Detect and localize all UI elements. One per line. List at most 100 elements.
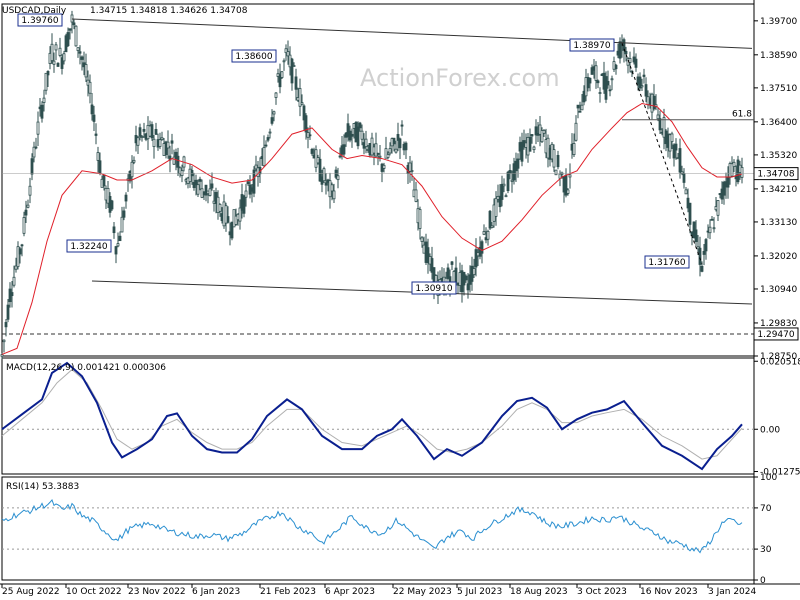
macd-y-tick-label: 0.020518 — [760, 357, 800, 367]
candle — [96, 146, 100, 173]
candle — [122, 206, 126, 221]
candle-body — [36, 121, 40, 135]
x-tick-label: 18 Aug 2023 — [510, 587, 568, 597]
candle — [88, 74, 92, 104]
candle — [350, 128, 354, 148]
candle-body — [50, 43, 54, 62]
candle — [668, 133, 672, 159]
candle-body — [282, 60, 286, 63]
candle-body — [98, 160, 102, 174]
candle-body — [338, 155, 342, 158]
candle-body — [262, 147, 266, 167]
candle — [12, 265, 16, 288]
candle — [40, 101, 44, 123]
candle-body — [68, 28, 72, 31]
macd-main-line — [1, 361, 743, 471]
candle-body — [196, 184, 200, 195]
candle-body — [58, 47, 62, 56]
candle — [532, 145, 536, 153]
candle-body — [154, 129, 158, 135]
candle — [76, 47, 80, 58]
candle — [672, 143, 676, 167]
candle — [670, 131, 674, 150]
candle — [594, 61, 598, 89]
candle — [504, 193, 508, 198]
candle-body — [88, 81, 92, 94]
candle-body — [572, 143, 576, 156]
candle — [450, 261, 454, 271]
candle-body — [634, 58, 638, 68]
candle — [72, 19, 76, 30]
candle-body — [702, 250, 706, 255]
candle-body — [300, 102, 304, 105]
candle-body — [92, 114, 96, 122]
x-tick-label: 25 Aug 2022 — [2, 587, 60, 597]
candle — [284, 44, 288, 61]
candle-body — [538, 124, 542, 135]
candle — [54, 42, 58, 61]
macd-y-tick-label: 0.00 — [760, 425, 780, 435]
candle-body — [112, 226, 116, 234]
candle-body — [234, 215, 238, 225]
candle-body — [230, 221, 234, 239]
candle-body — [662, 117, 666, 138]
candle-body — [252, 169, 256, 194]
candle-body — [132, 159, 136, 163]
candle — [656, 107, 660, 122]
candle-body — [430, 258, 434, 273]
candle — [70, 10, 74, 34]
candle — [16, 241, 20, 270]
label-1-31760-box — [644, 255, 690, 269]
candle — [356, 121, 360, 150]
candle-body — [280, 71, 284, 78]
candle-body — [704, 239, 708, 252]
candle-body — [194, 179, 198, 186]
candle — [554, 169, 558, 176]
candle — [136, 136, 140, 154]
candle-body — [22, 217, 26, 234]
candle — [74, 25, 78, 47]
label-1-38970-box — [569, 38, 615, 52]
candle — [160, 131, 164, 141]
candle — [702, 244, 706, 266]
candle-body — [332, 190, 336, 200]
candle — [658, 110, 662, 135]
candle-body — [110, 200, 114, 210]
x-tick-label: 3 Jan 2024 — [708, 587, 756, 597]
candle-body — [454, 267, 458, 283]
candle-body — [656, 114, 660, 120]
candle — [46, 70, 50, 88]
candle — [114, 245, 118, 264]
candle — [396, 122, 400, 152]
candle — [556, 150, 560, 170]
candle — [20, 243, 24, 257]
candle-body — [374, 143, 378, 157]
candle-body — [498, 195, 502, 208]
candle — [420, 235, 424, 248]
candle-body — [382, 164, 386, 169]
candle-body — [682, 173, 686, 183]
candle-body — [308, 134, 312, 137]
price-y-tick-label: 1.30940 — [760, 285, 797, 295]
candle — [18, 246, 22, 264]
candle-body — [204, 184, 208, 196]
candle-body — [672, 144, 676, 159]
candle-body — [554, 169, 558, 176]
candle — [294, 68, 298, 101]
candle-body — [392, 137, 396, 145]
candle-body — [732, 161, 736, 167]
candle-body — [176, 155, 180, 168]
candle-body — [552, 149, 556, 168]
candle-body — [684, 189, 688, 195]
candle — [234, 208, 238, 226]
candle-body — [466, 283, 470, 291]
candle-body — [158, 139, 162, 147]
candle — [132, 156, 136, 165]
candle-body — [590, 67, 594, 75]
candle-body — [172, 156, 176, 165]
candle-body — [410, 170, 414, 172]
candle — [512, 157, 516, 185]
candle-body — [336, 175, 340, 181]
candle-body — [540, 130, 544, 143]
